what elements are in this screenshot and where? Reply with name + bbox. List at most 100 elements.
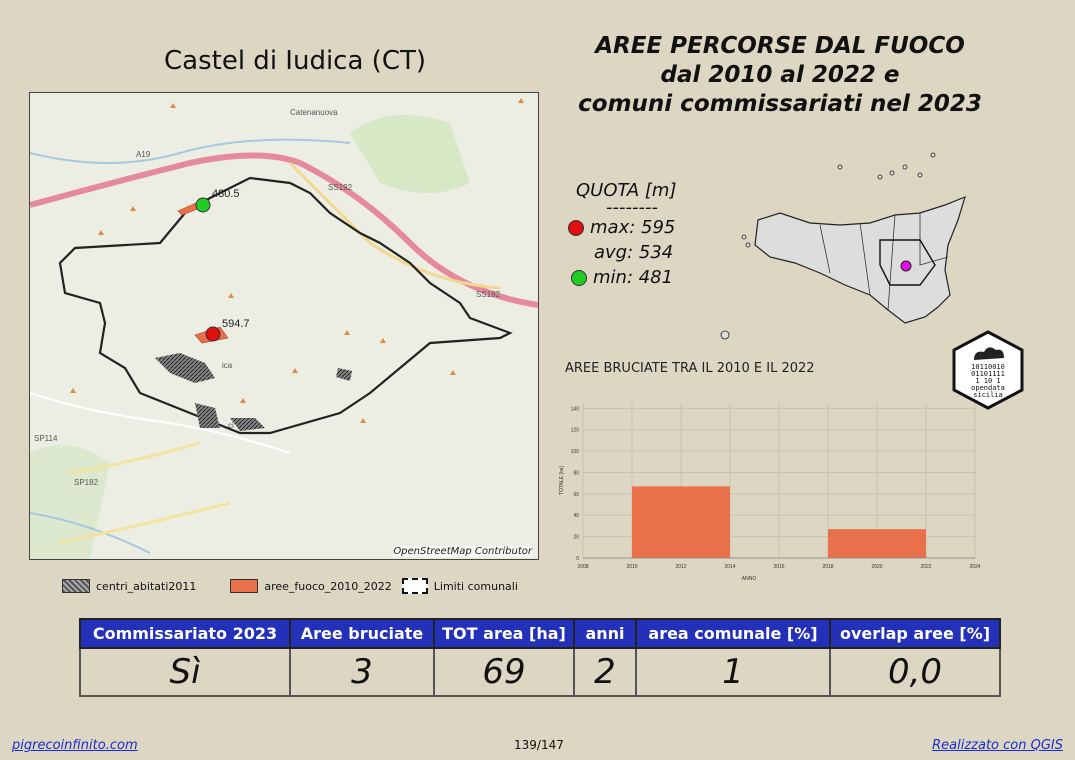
footer-page-number: 139/147 bbox=[514, 738, 564, 752]
sicily-locator-map bbox=[720, 152, 966, 340]
main-title-line-3: comuni commissariati nel 2023 bbox=[578, 91, 982, 117]
place-label: ica bbox=[222, 361, 233, 370]
municipal-boundary bbox=[58, 176, 513, 435]
value-aree-bruciate: 3 bbox=[289, 647, 435, 697]
main-title: AREE PERCORSE DAL FUOCO dal 2010 al 2022… bbox=[560, 32, 1000, 119]
header-anni: anni bbox=[573, 618, 637, 649]
y-tick-label: 120 bbox=[571, 428, 580, 434]
altitude-min: min: 481 bbox=[593, 267, 674, 288]
x-tick-label: 2016 bbox=[773, 564, 784, 570]
main-title-line-2: dal 2010 al 2022 e bbox=[660, 62, 900, 88]
header-overlap: overlap aree [%] bbox=[829, 618, 1001, 649]
map-legend: centri_abitati2011 aree_fuoco_2010_2022 … bbox=[62, 578, 528, 594]
x-tick-label: 2020 bbox=[871, 564, 882, 570]
header-tot-area: TOT area [ha] bbox=[433, 618, 575, 649]
value-overlap: 0,0 bbox=[829, 647, 1001, 697]
stats-value-row: Sì 3 69 2 1 0,0 bbox=[79, 647, 1001, 697]
stats-table: Commissariato 2023 Aree bruciate TOT are… bbox=[79, 618, 1001, 697]
road-label: SP182 bbox=[74, 478, 99, 487]
altitude-max: max: 595 bbox=[590, 217, 676, 238]
legend-item-urban: centri_abitati2011 bbox=[62, 579, 196, 593]
x-tick-label: 2024 bbox=[969, 564, 980, 570]
urban-area bbox=[195, 403, 220, 428]
legend-swatch bbox=[62, 579, 90, 593]
min-altitude-label: 480.5 bbox=[212, 188, 240, 200]
header-area-comunale: area comunale [%] bbox=[635, 618, 831, 649]
altitude-min-row: min: 481 bbox=[571, 265, 720, 290]
road bbox=[30, 392, 291, 454]
x-tick-label: 2018 bbox=[822, 564, 833, 570]
x-tick-label: 2012 bbox=[675, 564, 686, 570]
max-altitude-label: 594.7 bbox=[222, 318, 250, 330]
logo-text: opendata bbox=[971, 384, 1005, 392]
road-label: SS192 bbox=[476, 290, 501, 299]
municipality-map[interactable]: 594.7 480.5 Catenanuova A19 SS192 SS192 … bbox=[29, 92, 539, 560]
x-tick-label: 2014 bbox=[724, 564, 735, 570]
province-border bbox=[819, 213, 949, 311]
legend-swatch bbox=[401, 578, 428, 594]
y-tick-label: 0 bbox=[576, 556, 579, 562]
legend-label: aree_fuoco_2010_2022 bbox=[264, 579, 392, 593]
y-tick-label: 20 bbox=[573, 535, 579, 541]
logo-text: sicilia bbox=[973, 391, 1003, 399]
green-area bbox=[350, 115, 470, 193]
y-tick-label: 100 bbox=[571, 449, 580, 455]
x-axis-label: ANNO bbox=[742, 576, 757, 582]
min-dot-icon bbox=[571, 269, 587, 286]
legend-label: Limiti comunali bbox=[433, 579, 518, 593]
islands bbox=[720, 152, 936, 340]
urban-area bbox=[230, 418, 265, 431]
logo-text: 10110010 bbox=[971, 363, 1005, 371]
stats-header-row: Commissariato 2023 Aree bruciate TOT are… bbox=[79, 618, 1001, 649]
legend-item-boundary: Limiti comunali bbox=[401, 578, 518, 594]
footer-site-link[interactable]: pigrecoinfinito.com bbox=[12, 738, 138, 753]
y-tick-label: 140 bbox=[571, 406, 580, 412]
value-tot-area: 69 bbox=[433, 647, 575, 697]
legend-label: centri_abitati2011 bbox=[96, 579, 197, 593]
legend-swatch bbox=[230, 579, 259, 593]
chart-bar bbox=[632, 486, 730, 558]
altitude-title: QUOTA [m] bbox=[576, 180, 677, 201]
place-label: ci bbox=[228, 421, 234, 430]
river bbox=[30, 138, 351, 164]
chart-bar bbox=[828, 529, 926, 558]
footer-qgis-link[interactable]: Realizzato con QGIS bbox=[932, 738, 1063, 753]
river bbox=[30, 512, 151, 554]
logo-text: 1 10 1 bbox=[975, 377, 1000, 385]
burned-area-chart: 0 20 40 60 80 100 120 140 2008 2010 2012 2014 2016 20… bbox=[559, 403, 980, 582]
map-attribution: OpenStreetMap Contributor bbox=[393, 546, 532, 557]
peak-markers bbox=[70, 98, 524, 423]
altitude-separator: -------- bbox=[606, 197, 658, 218]
map-canvas: 594.7 480.5 Catenanuova A19 SS192 SS192 … bbox=[30, 93, 538, 559]
altitude-avg-row: avg: 534 bbox=[594, 240, 720, 265]
y-tick-label: 40 bbox=[573, 513, 579, 519]
x-tick-label: 2008 bbox=[577, 564, 588, 570]
logo-text: 01101111 bbox=[971, 370, 1005, 378]
x-tick-label: 2010 bbox=[626, 564, 637, 570]
town-title: Castel di Iudica (CT) bbox=[164, 46, 426, 76]
altitude-panel: QUOTA [m] -------- max: 595 avg: 534 min… bbox=[560, 180, 720, 290]
main-title-line-1: AREE PERCORSE DAL FUOCO bbox=[595, 33, 965, 59]
value-anni: 2 bbox=[573, 647, 637, 697]
max-dot-icon bbox=[568, 219, 584, 236]
road bbox=[69, 441, 201, 475]
min-altitude-point bbox=[195, 197, 211, 213]
legend-item-fire: aree_fuoco_2010_2022 bbox=[230, 579, 392, 593]
motorway-a19 bbox=[30, 152, 538, 308]
max-altitude-point bbox=[205, 326, 221, 342]
road bbox=[59, 501, 231, 545]
place-label: Catenanuova bbox=[290, 108, 338, 117]
road-label: A19 bbox=[136, 150, 151, 159]
header-aree-bruciate: Aree bruciate bbox=[289, 618, 435, 649]
y-tick-label: 80 bbox=[573, 470, 579, 476]
value-commissariato: Sì bbox=[79, 647, 291, 697]
catania-province bbox=[879, 239, 936, 286]
road-label: SS192 bbox=[328, 183, 353, 192]
sicily-shape bbox=[754, 195, 966, 324]
town-marker bbox=[900, 260, 912, 272]
y-tick-label: 60 bbox=[573, 492, 579, 498]
road bbox=[288, 161, 501, 290]
y-axis-label: TOTALE [ha] bbox=[559, 466, 565, 495]
altitude-max-row: max: 595 bbox=[568, 215, 720, 240]
green-area bbox=[30, 445, 110, 559]
